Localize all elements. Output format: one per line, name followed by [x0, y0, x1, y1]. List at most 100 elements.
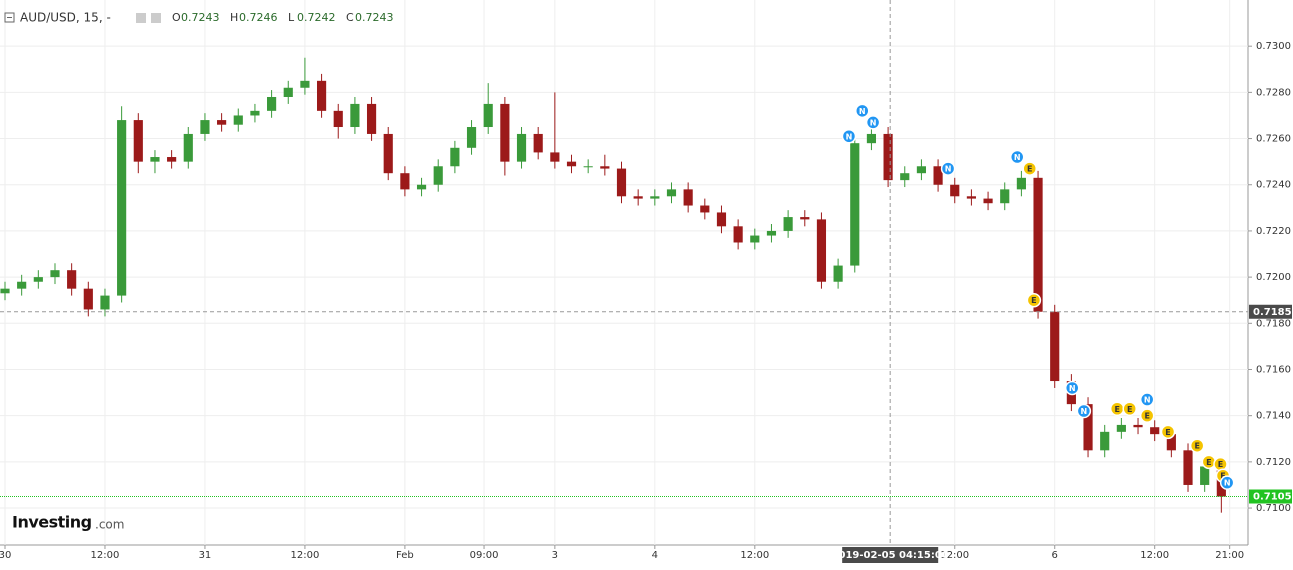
candle-body: [666, 189, 677, 197]
candle-body: [433, 166, 443, 185]
last-price-label: 0.7105: [1253, 492, 1292, 503]
candle-body: [400, 173, 410, 190]
candle-body: [650, 196, 660, 199]
candle-body: [1000, 189, 1010, 204]
crosshair-y-box: [1249, 304, 1292, 319]
candle-body: [183, 133, 193, 162]
x-tick-label: 6: [1052, 550, 1058, 561]
candle-body: [500, 103, 510, 162]
event-label: E: [1127, 405, 1132, 414]
y-tick-label: 0.7240: [1256, 180, 1291, 191]
candle-body: [383, 133, 393, 174]
x-tick-label: 21:00: [1215, 550, 1244, 561]
candle-body: [566, 161, 577, 167]
symbol: AUD/USD, 15, -: [20, 11, 111, 25]
x-tick-label: 31: [199, 550, 212, 561]
candle-body: [1116, 424, 1126, 432]
event-label: E: [1027, 165, 1032, 174]
candle-body: [766, 230, 777, 236]
y-tick-label: 0.7200: [1256, 272, 1291, 283]
candle-body: [600, 166, 610, 169]
event-badge: [865, 115, 881, 130]
event-badge: [1160, 424, 1176, 440]
candle-body: [33, 277, 43, 282]
candle-body: [983, 198, 993, 204]
candle-body: [233, 115, 243, 125]
x-tick-label: 12:00: [91, 550, 120, 561]
ohlc-value: 0.7242: [297, 11, 336, 24]
candle-body: [1100, 431, 1110, 451]
candle-body: [1033, 177, 1043, 312]
x-tick-label: 3: [552, 550, 558, 561]
x-tick-label: Feb: [396, 550, 414, 561]
x-tick-label: 30: [0, 550, 11, 561]
x-tick-label: 12:00: [1140, 550, 1169, 561]
event-badge: [1219, 475, 1235, 490]
candle-body: [350, 103, 360, 128]
candle-body: [866, 133, 877, 144]
candle-body: [133, 120, 143, 162]
candle-body: [1133, 424, 1143, 428]
y-tick-label: 0.7160: [1256, 364, 1291, 375]
y-tick-label: 0.7140: [1256, 411, 1291, 422]
candle-body: [1050, 311, 1060, 382]
candle-body: [616, 168, 627, 197]
candle-body: [316, 80, 327, 111]
last-price-box: [1249, 489, 1292, 504]
candle-body: [850, 143, 860, 266]
x-tick-label: 12:00: [940, 550, 969, 561]
event-label: N: [859, 107, 866, 116]
event-label: E: [1144, 412, 1149, 421]
event-label: E: [1206, 458, 1211, 467]
candle-body: [833, 265, 843, 282]
settings-icon[interactable]: [151, 13, 161, 23]
y-tick-label: 0.7220: [1256, 226, 1291, 237]
candle-body: [533, 133, 543, 153]
event-badge: [940, 161, 956, 176]
candle-body: [167, 157, 177, 162]
y-tick-label: 0.7180: [1256, 318, 1291, 329]
crosshair-y-label: 0.7185: [1253, 307, 1292, 318]
event-label: N: [1224, 479, 1231, 488]
candle-body: [250, 110, 260, 116]
candle-body: [100, 295, 110, 310]
candle-body: [633, 196, 643, 199]
candle-body: [916, 166, 927, 174]
event-badge: [1139, 392, 1155, 407]
candle-body: [733, 226, 743, 243]
candle-body: [0, 288, 10, 294]
candle-body: [466, 127, 477, 148]
event-label: N: [945, 165, 952, 174]
settings-icon[interactable]: [136, 13, 146, 23]
event-label: E: [1114, 405, 1119, 414]
x-tick-label: 12:00: [740, 550, 769, 561]
event-badge: [1009, 149, 1025, 165]
event-label: N: [1081, 407, 1088, 416]
collapse-icon[interactable]: [4, 12, 15, 23]
event-badge: [1022, 161, 1037, 176]
candle-body: [483, 103, 493, 128]
candle-body: [217, 120, 227, 125]
candle-body: [67, 270, 77, 289]
candle-body: [516, 133, 527, 162]
ohlc-value: 0.7246: [239, 11, 278, 24]
event-label: N: [870, 118, 877, 127]
ohlc-header: O 0.7243 H 0.7246 L 0.7242 C 0.7243: [172, 11, 394, 24]
y-tick-label: 0.7280: [1256, 87, 1291, 98]
event-badge: [1026, 292, 1042, 308]
ohlc-value: 0.7243: [355, 11, 394, 24]
candle-body: [83, 288, 93, 310]
candle-body: [50, 270, 60, 278]
candle-body: [333, 110, 343, 128]
candle-body: [583, 166, 593, 168]
event-label: E: [1194, 442, 1199, 451]
candle-body: [267, 96, 277, 111]
y-tick-label: 0.7120: [1256, 457, 1291, 468]
logo: Investing: [12, 513, 92, 532]
y-tick-label: 0.7100: [1256, 503, 1291, 514]
candle-body: [1016, 177, 1026, 190]
candle-body: [150, 157, 160, 162]
